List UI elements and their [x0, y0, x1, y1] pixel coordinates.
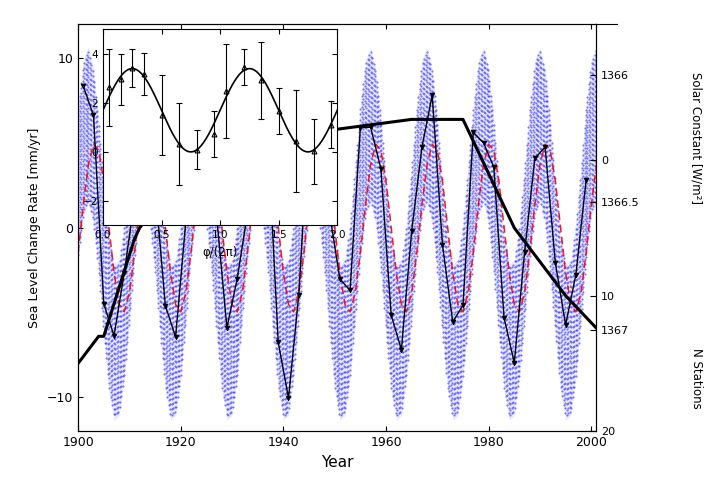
Text: Solar Constant [W/m²]: Solar Constant [W/m²] [689, 73, 703, 204]
Y-axis label: Sea Level Change Rate [mm/yr]: Sea Level Change Rate [mm/yr] [28, 128, 41, 328]
X-axis label: Year: Year [321, 455, 354, 469]
X-axis label: φ/(2π): φ/(2π) [202, 246, 238, 259]
Text: N Stations: N Stations [689, 348, 703, 409]
